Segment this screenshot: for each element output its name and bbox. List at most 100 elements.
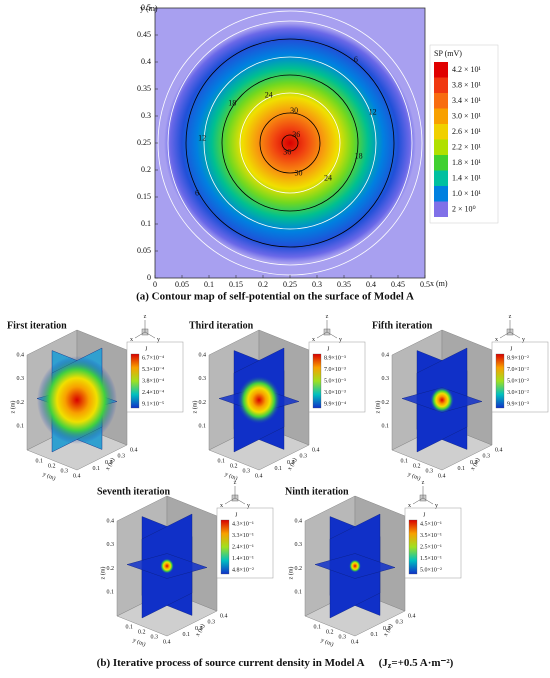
colorbar-title: J [510,346,513,352]
x-tick-label: 0.5 [420,280,430,289]
contour-label: 12 [369,108,377,117]
colorbar-swatch [434,186,448,202]
y-tick-label: 0.2 [326,629,334,635]
triad-axis [234,497,246,505]
colorbar-label: 3.0 × 10¹ [452,111,482,120]
caption-b-main: (b) Iterative process of source current … [97,657,365,669]
colorbar-label: 9.9×10⁻³ [507,401,529,407]
y-tick-label: 0.45 [137,30,151,39]
colorbar-swatch [434,77,448,93]
subplot: Seventh iteration 0.1 0.1 0.1 0.2 0.2 0.2 0.3 0.… [97,480,274,648]
x-tick-label: 0.3 [312,280,322,289]
contour-label: 6 [354,55,358,64]
colorbar-label: 3.3×10⁻¹ [232,533,254,539]
triad-label: y [522,337,525,343]
colorbar [220,519,230,575]
z-tick-label: 0.4 [295,518,303,524]
colorbar-label: 8.9×10⁻² [507,355,529,361]
colorbar-title: SP (mV) [434,49,462,58]
condition-rest: =+0.5 A·m⁻²) [391,657,453,669]
x-tick-label: 0.2 [258,280,268,289]
colorbar-label: 4.3×10⁻¹ [232,521,254,527]
y-tick-label: 0.3 [141,111,151,120]
y-tick-label: 0.2 [230,463,238,469]
z-tick-label: 0.4 [107,518,115,524]
triad-label: y [435,503,438,509]
colorbar-label: 9.1×10⁻⁵ [142,401,164,407]
colorbar-swatch [434,155,448,171]
contour-label: 18 [228,98,236,107]
colorbar-label: 2.4×10⁻¹ [232,544,254,550]
caption-a: (a) Contour map of self-potential on the… [136,291,414,303]
x-tick-label: 0.1 [458,466,466,472]
y-tick-label: 0.2 [138,629,146,635]
z-tick-label: 0.3 [17,376,25,382]
triad-label: x [130,337,133,343]
y-tick-label: 0.4 [255,473,263,479]
triad-label: z [422,480,425,486]
y-tick-label: 0.1 [401,458,409,464]
triad-label: z [234,480,237,486]
y-tick-label: 0.15 [137,192,151,201]
colorbar-label: 7.0×10⁻² [507,367,529,373]
colorbar-label: 4.8×10⁻² [232,567,254,573]
contour-label: 24 [324,173,332,182]
z-tick-label: 0.4 [199,352,207,358]
colorbar-title: J [327,346,330,352]
source-blob [37,356,117,444]
x-tick-label: 0 [153,280,157,289]
x-tick-label: 0.4 [312,447,320,453]
colorbar-label: 1.4 × 10¹ [452,173,482,182]
z-tick-label: 0.1 [17,424,25,430]
colorbar-title: J [235,512,238,518]
colorbar-label: 1.0 × 10¹ [452,189,482,198]
x-tick-label: 0.3 [208,620,216,626]
z-tick-label: 0.4 [382,352,390,358]
y-tick-label: 0 [147,273,151,282]
y-tick-label: 0.1 [314,624,322,630]
source-blob [237,375,281,425]
z-tick-label: 0.4 [17,352,25,358]
x-tick-label: 0.4 [408,613,416,619]
y-tick-label: 0.25 [137,138,151,147]
colorbar-label: 3.0×10⁻³ [324,390,346,396]
z-tick-label: 0.1 [295,590,303,596]
colorbar-label: 2 × 10⁰ [452,204,476,213]
subplot-title: Fifth iteration [372,320,433,331]
y-tick-label: 0.35 [137,84,151,93]
colorbar-label: 6.7×10⁻⁴ [142,355,164,361]
colorbar [130,353,140,409]
x-tick-label: 0.3 [396,620,404,626]
x-tick-label: 0.1 [93,466,101,472]
colorbar-label: 2.2 × 10¹ [452,142,482,151]
colorbar-label: 7.0×10⁻³ [324,367,346,373]
y-tick-label: 0.3 [426,468,434,474]
colorbar-label: 4.2 × 10¹ [452,65,482,74]
colorbar [312,353,322,409]
z-tick-label: 0.1 [199,424,207,430]
colorbar-label: 3.8 × 10¹ [452,80,482,89]
colorbar-label: 1.8 × 10¹ [452,158,482,167]
x-axis-label: x (m) [430,279,448,288]
contour-label: 36 [292,130,300,139]
colorbar-label: 1.5×10⁻¹ [420,556,442,562]
y-tick-label: 0.2 [141,165,151,174]
subplot: Fifth iteration 0.1 0.1 0.1 0.2 0.2 0.2 0.3 0.3 0… [372,314,549,482]
y-tick-label: 0.4 [351,639,359,645]
y-tick-label: 0.1 [126,624,134,630]
y-tick-label: 0.05 [137,246,151,255]
y-tick-label: 0.1 [141,219,151,228]
x-tick-label: 0.4 [130,447,138,453]
y-axis-label: y (m) [224,471,239,482]
y-axis-label: y (m) [140,4,158,13]
triad-axis [316,331,328,339]
contour-label: 30 [295,169,303,178]
triad-label: x [495,337,498,343]
colorbar-swatch [434,108,448,124]
x-tick-label: 0.1 [371,632,379,638]
y-tick-label: 0.1 [218,458,226,464]
colorbar-swatch [434,139,448,155]
colorbar-label: 5.0×10⁻³ [324,378,346,384]
x-tick-label: 0.3 [483,454,491,460]
triad-axis [509,331,521,339]
